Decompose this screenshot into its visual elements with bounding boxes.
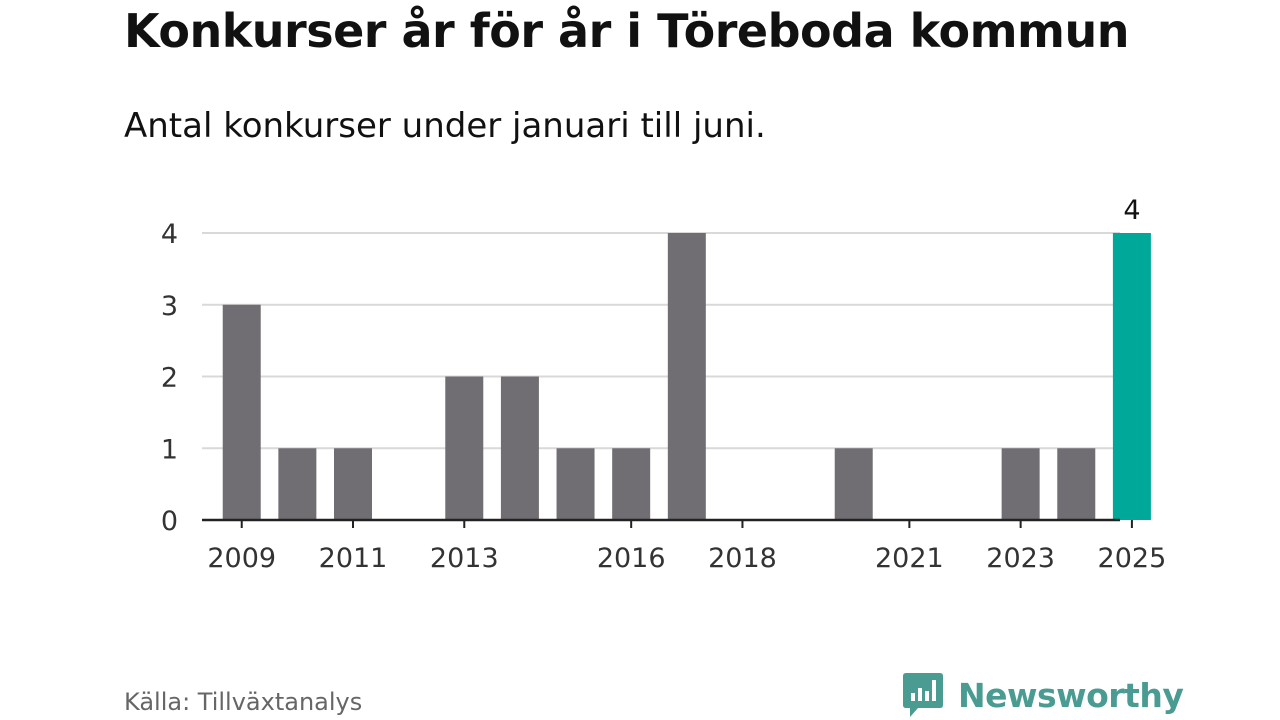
bar-2017 [667,233,706,520]
bar-2010 [278,448,317,520]
y-tick-label: 2 [161,363,178,394]
bar-2020 [834,448,873,520]
bar-2015 [556,448,595,520]
brand-name: Newsworthy [958,675,1184,715]
bar-2024 [1057,448,1096,520]
data-label: 4 [1123,195,1140,226]
x-tick-label: 2016 [597,543,666,574]
y-tick-label: 4 [161,219,178,250]
bar-2025 [1112,233,1151,520]
x-tick-label: 2018 [708,543,777,574]
bar-2023 [1001,448,1040,520]
x-tick-label: 2011 [319,543,388,574]
bar-2009 [222,304,261,520]
x-tick-label: 2009 [207,543,276,574]
chart-subtitle: Antal konkurser under januari till juni. [124,106,766,146]
chart-title: Konkurser år för år i Töreboda kommun [124,4,1129,58]
brand-logo: Newsworthy [902,671,1184,719]
bar-2016 [612,448,651,520]
bar-2011 [334,448,372,520]
x-tick-label: 2025 [1098,543,1167,574]
newsworthy-logo-icon [903,673,943,717]
bar-2013 [445,376,484,520]
y-tick-label: 0 [161,506,178,537]
y-tick-label: 3 [161,291,178,322]
x-tick-label: 2023 [986,543,1055,574]
source-note: Källa: Tillväxtanalys [124,688,363,716]
y-tick-label: 1 [161,434,178,465]
bar-2014 [500,376,539,520]
x-tick-label: 2021 [875,543,944,574]
x-tick-label: 2013 [430,543,499,574]
